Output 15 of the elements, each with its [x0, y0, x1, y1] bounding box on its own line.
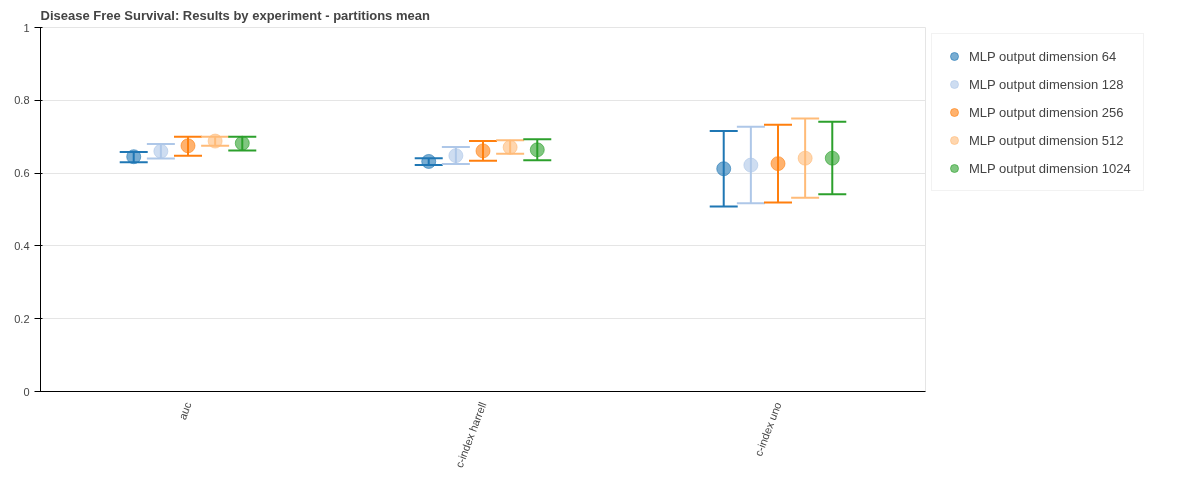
y-tick-label: 0.2	[14, 312, 30, 325]
legend-label: MLP output dimension 512	[969, 132, 1124, 148]
legend-label: MLP output dimension 1024	[969, 160, 1131, 176]
y-tick-label: 0.8	[14, 94, 30, 107]
y-tick-label: 0.4	[14, 239, 30, 252]
x-tick-label: c-index uno	[752, 400, 784, 458]
y-tick-label: 0	[23, 385, 30, 398]
legend-label: MLP output dimension 128	[969, 76, 1124, 92]
legend-label: MLP output dimension 256	[969, 104, 1124, 120]
x-tick-label: auc	[176, 399, 194, 422]
legend-label: MLP output dimension 64	[969, 48, 1117, 64]
y-tick-label: 0.6	[14, 167, 30, 180]
chart-title: Disease Free Survival: Results by experiment - partitions mean	[40, 7, 430, 23]
x-tick-label: c-index harrell	[452, 400, 489, 470]
y-tick-label: 1	[23, 21, 30, 34]
